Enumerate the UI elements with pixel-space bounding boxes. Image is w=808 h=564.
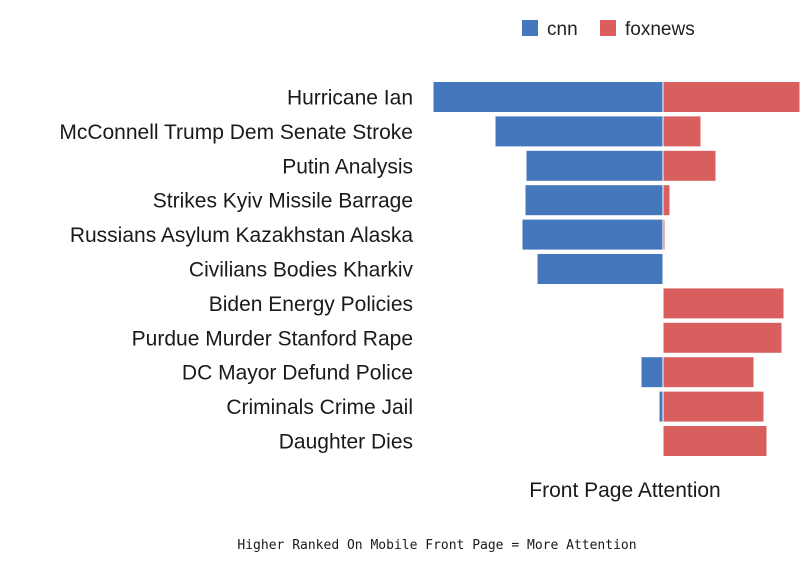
bar-foxnews-daughter-dies bbox=[662, 425, 768, 457]
bar-foxnews-biden-energy-policies bbox=[662, 287, 785, 320]
bar-foxnews-russians-asylum-kazakhstan-alaska bbox=[662, 218, 666, 251]
bar-cnn-civilians-bodies-kharkiv bbox=[536, 253, 664, 285]
category-label-dc-mayor-defund-police: DC Mayor Defund Police bbox=[182, 362, 413, 385]
bar-cnn-russians-asylum-kazakhstan-alaska bbox=[521, 218, 664, 251]
bar-cnn-mcconnell-trump-dem-senate-stroke bbox=[494, 115, 664, 148]
bar-cnn-putin-analysis bbox=[525, 149, 664, 182]
category-label-biden-energy-policies: Biden Energy Policies bbox=[209, 293, 413, 316]
bar-foxnews-purdue-murder-stanford-rape bbox=[662, 321, 783, 354]
legend-label-foxnews: foxnews bbox=[625, 19, 695, 40]
category-label-civilians-bodies-kharkiv: Civilians Bodies Kharkiv bbox=[189, 259, 414, 282]
bar-cnn-criminals-crime-jail bbox=[658, 390, 664, 423]
category-label-putin-analysis: Putin Analysis bbox=[282, 155, 413, 178]
bar-foxnews-strikes-kyiv-missile-barrage bbox=[662, 184, 671, 217]
category-label-strikes-kyiv-missile-barrage: Strikes Kyiv Missile Barrage bbox=[153, 190, 413, 213]
bar-foxnews-mcconnell-trump-dem-senate-stroke bbox=[662, 115, 702, 148]
x-axis-title: Front Page Attention bbox=[529, 479, 720, 502]
bar-cnn-hurricane-ian bbox=[432, 81, 664, 113]
bar-foxnews-putin-analysis bbox=[662, 149, 717, 182]
bar-foxnews-dc-mayor-defund-police bbox=[662, 356, 755, 389]
legend-swatch-foxnews bbox=[600, 20, 616, 36]
legend-label-cnn: cnn bbox=[547, 19, 578, 40]
legend: cnn foxnews bbox=[522, 19, 695, 40]
bar-foxnews-hurricane-ian bbox=[662, 81, 801, 113]
category-label-purdue-murder-stanford-rape: Purdue Murder Stanford Rape bbox=[132, 327, 413, 350]
category-label-russians-asylum-kazakhstan-alaska: Russians Asylum Kazakhstan Alaska bbox=[70, 224, 413, 247]
bar-cnn-dc-mayor-defund-police bbox=[640, 356, 664, 389]
bar-cnn-strikes-kyiv-missile-barrage bbox=[524, 184, 664, 217]
bar-foxnews-criminals-crime-jail bbox=[662, 390, 765, 423]
category-labels: Hurricane Ian McConnell Trump Dem Senate … bbox=[59, 87, 413, 454]
category-label-mcconnell-trump-dem-senate-stroke: McConnell Trump Dem Senate Stroke bbox=[59, 121, 413, 144]
legend-swatch-cnn bbox=[522, 20, 538, 36]
category-label-hurricane-ian: Hurricane Ian bbox=[287, 87, 413, 110]
bars bbox=[432, 81, 801, 457]
category-label-daughter-dies: Daughter Dies bbox=[279, 431, 413, 454]
category-label-criminals-crime-jail: Criminals Crime Jail bbox=[226, 396, 413, 419]
chart-caption: Higher Ranked On Mobile Front Page = Mor… bbox=[237, 538, 636, 553]
